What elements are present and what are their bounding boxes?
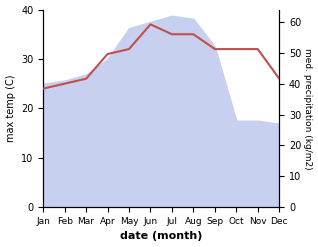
Y-axis label: max temp (C): max temp (C)	[5, 75, 16, 142]
X-axis label: date (month): date (month)	[120, 231, 203, 242]
Y-axis label: med. precipitation (kg/m2): med. precipitation (kg/m2)	[303, 48, 313, 169]
